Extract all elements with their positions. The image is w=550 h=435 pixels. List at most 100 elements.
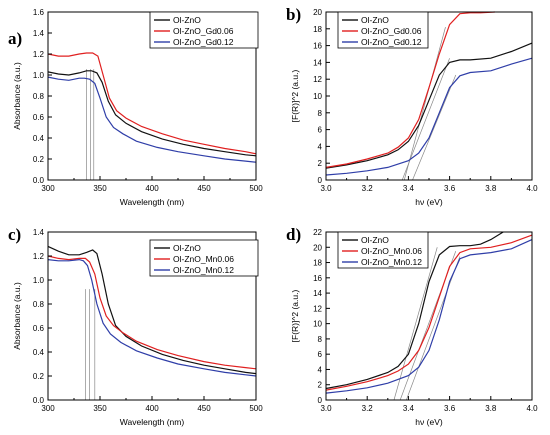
y-tick-label: 2	[318, 159, 323, 168]
y-tick-label: 8	[318, 335, 323, 344]
panel-0: a) 300 350 400 450 500 0.0 0.2 0.4 0.6 0.8 1.0 1.2 1.…	[8, 8, 263, 207]
panel-2: c) 300 350 400 450 500 0.0 0.2 0.4 0.6 0.8 1.0 1.2 1.…	[8, 225, 263, 427]
series-line-1	[325, 234, 533, 391]
series-line-0	[325, 42, 533, 169]
y-tick-label: 16	[313, 42, 322, 51]
legend-label: Ol-ZnO_Mn0.06	[361, 246, 422, 256]
y-tick-label: 1.4	[33, 228, 45, 237]
legend-label: Ol-ZnO_Gd0.12	[173, 37, 234, 47]
x-axis-label: Wavelength (nm)	[120, 197, 185, 207]
x-tick-label: 4.0	[526, 184, 538, 193]
legend-label: Ol-ZnO_Gd0.06	[361, 26, 422, 36]
y-tick-label: 6	[318, 126, 323, 135]
tangent-guide-0	[393, 247, 438, 401]
legend-label: Ol-ZnO_Gd0.12	[361, 37, 422, 47]
x-tick-label: 3.4	[403, 404, 415, 413]
series-line-1	[47, 255, 257, 370]
x-tick-label: 500	[249, 404, 263, 413]
y-tick-label: 0.0	[33, 396, 45, 405]
y-tick-label: 14	[313, 58, 322, 67]
x-tick-label: 3.0	[320, 184, 332, 193]
legend-label: Ol-ZnO_Gd0.06	[173, 26, 234, 36]
y-tick-label: 18	[313, 259, 322, 268]
x-axis-label: hν (eV)	[415, 197, 443, 207]
x-tick-label: 300	[41, 184, 55, 193]
panel-3: d) 3.0 3.2 3.4 3.6 3.8 4.0 0 2 4 6 8 10 12 14 16 18 20 22 h…	[286, 225, 538, 427]
tangent-guide-2	[412, 74, 457, 181]
x-tick-label: 400	[145, 184, 159, 193]
y-tick-label: 2	[318, 381, 323, 390]
y-tick-label: 12	[313, 304, 322, 313]
y-tick-label: 8	[318, 109, 323, 118]
y-tick-label: 1.4	[33, 29, 45, 38]
x-axis-label: Wavelength (nm)	[120, 417, 185, 427]
x-tick-label: 450	[197, 404, 211, 413]
series-line-0	[47, 245, 257, 375]
y-tick-label: 0	[318, 396, 323, 405]
y-tick-label: 12	[313, 75, 322, 84]
y-tick-label: 10	[313, 92, 322, 101]
series-line-2	[47, 76, 257, 163]
x-tick-label: 300	[41, 404, 55, 413]
x-tick-label: 500	[249, 184, 263, 193]
y-tick-label: 4	[318, 142, 323, 151]
x-tick-label: 3.6	[444, 404, 456, 413]
legend-label: Ol-ZnO	[361, 235, 389, 245]
y-tick-label: 1.2	[33, 50, 45, 59]
series-line-2	[325, 239, 533, 394]
x-tick-label: 350	[93, 404, 107, 413]
y-tick-label: 14	[313, 289, 322, 298]
y-tick-label: 0.2	[33, 372, 45, 381]
y-axis-label: [F(R)]^2 (a.u.)	[290, 290, 300, 343]
y-axis-label: [F(R)]^2 (a.u.)	[290, 70, 300, 123]
y-tick-label: 1.2	[33, 252, 45, 261]
series-line-0	[325, 231, 504, 390]
legend-label: Ol-ZnO_Mn0.12	[173, 265, 234, 275]
series-line-2	[47, 258, 257, 377]
legend-label: Ol-ZnO_Mn0.12	[361, 257, 422, 267]
x-tick-label: 3.0	[320, 404, 332, 413]
x-tick-label: 3.8	[485, 184, 497, 193]
tangent-guide-1	[403, 27, 446, 181]
x-tick-label: 4.0	[526, 404, 538, 413]
x-tick-label: 350	[93, 184, 107, 193]
y-tick-label: 0.0	[33, 176, 45, 185]
y-tick-label: 22	[313, 228, 322, 237]
y-tick-label: 6	[318, 350, 323, 359]
x-tick-label: 400	[145, 404, 159, 413]
y-tick-label: 20	[313, 8, 322, 17]
series-line-0	[47, 70, 257, 157]
y-tick-label: 20	[313, 243, 322, 252]
y-tick-label: 1.0	[33, 71, 45, 80]
y-tick-label: 0.2	[33, 155, 45, 164]
y-tick-label: 0	[318, 176, 323, 185]
x-tick-label: 450	[197, 184, 211, 193]
y-tick-label: 0.4	[33, 134, 45, 143]
y-tick-label: 0.4	[33, 348, 45, 357]
y-tick-label: 1.0	[33, 276, 45, 285]
y-tick-label: 1.6	[33, 8, 45, 17]
legend-label: Ol-ZnO	[173, 243, 201, 253]
y-tick-label: 0.6	[33, 113, 45, 122]
y-tick-label: 10	[313, 320, 322, 329]
legend-label: Ol-ZnO_Mn0.06	[173, 254, 234, 264]
y-tick-label: 0.6	[33, 324, 45, 333]
y-tick-label: 0.8	[33, 300, 45, 309]
legend-label: Ol-ZnO	[173, 15, 201, 25]
panel-letter: a)	[8, 29, 22, 48]
legend-label: Ol-ZnO	[361, 15, 389, 25]
y-axis-label: Absorbance (a.u.)	[12, 62, 22, 130]
series-line-2	[325, 57, 533, 176]
x-tick-label: 3.2	[362, 404, 374, 413]
x-tick-label: 3.2	[362, 184, 374, 193]
y-tick-label: 0.8	[33, 92, 45, 101]
series-line-1	[47, 52, 257, 155]
y-axis-label: Absorbance (a.u.)	[12, 282, 22, 350]
y-tick-label: 18	[313, 25, 322, 34]
x-tick-label: 3.6	[444, 184, 456, 193]
x-tick-label: 3.4	[403, 184, 415, 193]
x-tick-label: 3.8	[485, 404, 497, 413]
series-line-1	[325, 11, 495, 168]
panel-letter: b)	[286, 5, 301, 24]
